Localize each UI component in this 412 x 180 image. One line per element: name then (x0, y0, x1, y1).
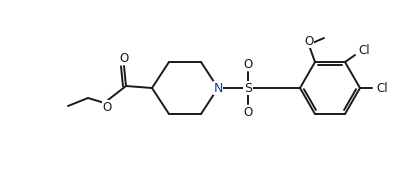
Text: S: S (244, 82, 252, 94)
Text: O: O (243, 105, 253, 118)
Text: O: O (119, 51, 129, 64)
Text: O: O (304, 35, 314, 48)
Text: Cl: Cl (376, 82, 388, 94)
Text: Cl: Cl (358, 44, 370, 57)
Text: O: O (102, 100, 112, 114)
Text: O: O (243, 57, 253, 71)
Text: N: N (213, 82, 223, 94)
